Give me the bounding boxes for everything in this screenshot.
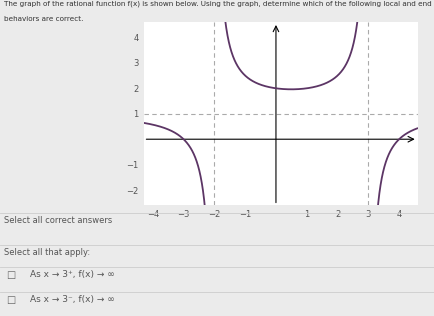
Text: Select all correct answers: Select all correct answers <box>4 216 112 225</box>
Text: As x → 3⁻, f(x) → ∞: As x → 3⁻, f(x) → ∞ <box>30 295 115 304</box>
Text: Select all that apply:: Select all that apply: <box>4 248 90 257</box>
Text: behaviors are correct.: behaviors are correct. <box>4 16 83 22</box>
Text: □: □ <box>7 295 16 306</box>
Text: As x → 3⁺, f(x) → ∞: As x → 3⁺, f(x) → ∞ <box>30 270 115 279</box>
Text: □: □ <box>7 270 16 280</box>
Text: The graph of the rational function f(x) is shown below. Using the graph, determi: The graph of the rational function f(x) … <box>4 1 431 8</box>
